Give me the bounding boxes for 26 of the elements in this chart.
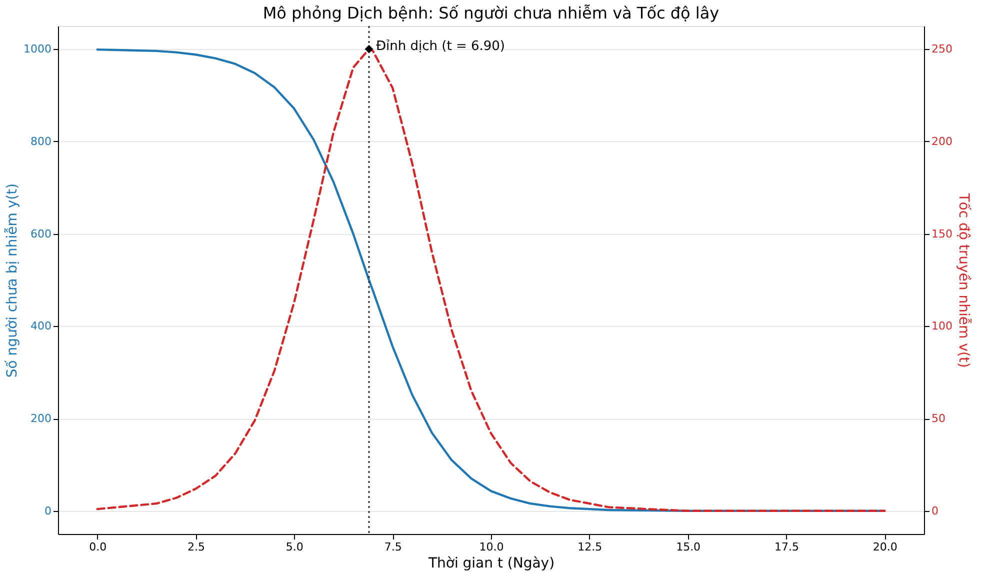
x-tick-label: 2.5 (188, 540, 206, 554)
x-axis-title: Thời gian t (Ngày) (427, 556, 555, 572)
y-tick-label: 800 (30, 134, 52, 148)
x-tick-label: 17.5 (774, 540, 799, 554)
y-tick-label: 600 (30, 227, 52, 240)
x-tick-label: 7.5 (384, 540, 402, 554)
y2-tick-label: 0 (932, 504, 938, 518)
y2-tick-label: 200 (932, 134, 952, 148)
y-axis-title: Số người chưa bị nhiễm y(t) (4, 183, 21, 378)
x-tick-label: 20.0 (872, 540, 898, 554)
y-tick-label: 1000 (24, 42, 52, 56)
annotation: Đỉnh dịch (t = 6.90) (376, 39, 506, 54)
y2-tick-label: 250 (932, 42, 952, 56)
x-tick-label: 12.5 (578, 540, 602, 554)
y2-tick-label: 100 (932, 320, 952, 333)
y2-tick-label: 150 (932, 227, 952, 240)
x-tick-label: 15.0 (676, 540, 701, 554)
y2-tick-label: 50 (932, 412, 946, 426)
x-tick-label: 0.0 (89, 540, 107, 554)
x-tick-label: 10.0 (479, 540, 504, 554)
x-tick-label: 5.0 (286, 540, 304, 554)
y-tick-label: 200 (30, 412, 52, 426)
y-tick-label: 0 (44, 504, 52, 518)
y-tick-label: 400 (30, 320, 52, 333)
y2-axis-title: Tốc độ truyền nhiễm v(t) (955, 192, 972, 368)
chart-title: Mô phỏng Dịch bệnh: Số người chưa nhiễm và Tốc độ lây (262, 3, 720, 22)
